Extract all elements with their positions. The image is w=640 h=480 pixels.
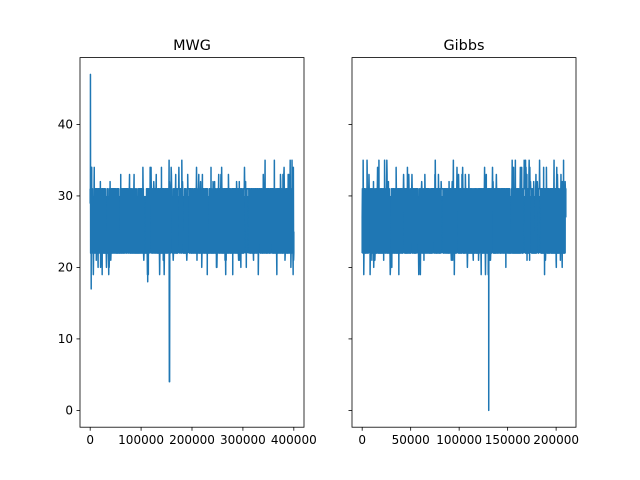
gibbs-x-tick-label: 0 [358, 433, 366, 447]
gibbs-y-ticks [348, 124, 352, 411]
mwg-y-tick-label: 40 [58, 118, 73, 132]
mwg-x-tick-label: 300000 [220, 433, 266, 447]
mwg-y-tick-label: 10 [58, 332, 73, 346]
gibbs-trace-line [361, 159, 567, 412]
gibbs-x-tick-label: 150000 [485, 433, 531, 447]
mwg-y-tick-label: 0 [65, 404, 73, 418]
mwg-series [89, 73, 295, 383]
gibbs-x-ticks: 0 50000 100000 150000 200000 [358, 427, 579, 447]
mwg-trace-line [89, 73, 295, 383]
mwg-x-tick-label: 0 [86, 433, 94, 447]
gibbs-axes-frame [351, 57, 577, 428]
mwg-y-tick-label: 20 [58, 261, 73, 275]
gibbs-x-tick-label: 200000 [533, 433, 579, 447]
gibbs-title: Gibbs [444, 38, 485, 54]
gibbs-trace-plot: Gibbs 0 50000 100000 150000 200000 [348, 38, 579, 447]
mwg-y-tick-label: 30 [58, 189, 73, 203]
mwg-x-ticks: 0 100000 200000 300000 400000 [86, 427, 317, 447]
mwg-x-tick-label: 400000 [271, 433, 317, 447]
mwg-x-tick-label: 200000 [169, 433, 215, 447]
mwg-x-tick-label: 100000 [118, 433, 164, 447]
gibbs-series [361, 159, 567, 412]
gibbs-x-tick-label: 50000 [392, 433, 430, 447]
gibbs-x-tick-label: 100000 [436, 433, 482, 447]
mwg-y-ticks: 0 10 20 30 40 [58, 118, 80, 418]
mwg-trace-plot: MWG 0 100000 200000 300000 400000 0 10 20 30 40 [58, 38, 317, 447]
mwg-title: MWG [173, 38, 211, 54]
